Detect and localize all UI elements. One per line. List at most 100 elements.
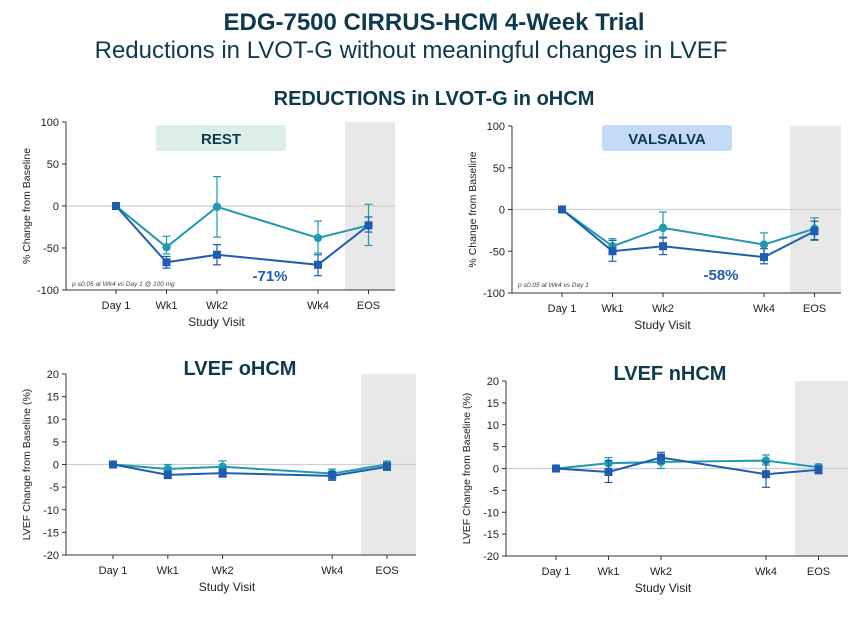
data-point-square xyxy=(762,470,770,479)
y-tick-label: 0 xyxy=(53,460,59,472)
data-point-circle xyxy=(313,233,323,243)
x-axis-label: Study Visit xyxy=(635,581,692,595)
reduction-annotation: -71% xyxy=(252,268,287,285)
data-point-square xyxy=(112,202,120,210)
y-tick-label: -10 xyxy=(483,507,499,519)
series-line-a xyxy=(555,456,819,476)
y-tick-label: -100 xyxy=(483,288,505,300)
series-line-b xyxy=(115,205,369,249)
y-tick-label: 15 xyxy=(47,392,59,404)
y-axis-label: LVEF Change from Baseline (%) xyxy=(461,393,473,545)
condition-badge-label: REST xyxy=(201,131,241,148)
x-tick-label: Wk1 xyxy=(157,565,179,577)
y-tick-label: 10 xyxy=(47,414,59,426)
x-tick-label: Wk2 xyxy=(212,565,234,577)
x-tick-label: Wk1 xyxy=(598,566,620,578)
x-tick-label: Wk4 xyxy=(307,300,329,312)
data-point-square xyxy=(383,462,391,471)
y-tick-label: 10 xyxy=(487,420,499,432)
x-tick-label: Wk1 xyxy=(156,300,178,312)
y-tick-label: -5 xyxy=(489,485,499,497)
data-point-square xyxy=(213,250,221,259)
data-point-square xyxy=(314,260,322,269)
chart-title: LVEF nHCM xyxy=(614,363,727,385)
y-tick-label: -100 xyxy=(37,285,59,297)
x-axis-label: Study Visit xyxy=(199,580,256,594)
x-tick-label: Day 1 xyxy=(542,566,571,578)
x-tick-label: Day 1 xyxy=(99,565,128,577)
y-tick-label: 5 xyxy=(493,442,499,454)
y-tick-label: 20 xyxy=(47,369,59,381)
data-point-square xyxy=(810,227,819,236)
x-tick-label: Day 1 xyxy=(548,303,577,315)
x-tick-label: Wk2 xyxy=(206,300,228,312)
data-point-square xyxy=(659,242,667,251)
data-point-circle xyxy=(162,242,171,252)
y-tick-label: -50 xyxy=(43,243,59,255)
data-point-square xyxy=(604,468,613,476)
data-point-square xyxy=(558,205,566,214)
chart-valsalva-lvotg: 100 50 0 -50 -100 Day 1 Wk1 Wk2 Wk4 EOS Study Visi… xyxy=(467,121,841,332)
chart-rest-lvotg: 100 50 0 -50 -100 Day 1 Wk1 Wk2 Wk4 EOS Study Visi… xyxy=(21,117,395,329)
y-tick-label: -20 xyxy=(43,550,59,562)
condition-badge xyxy=(602,125,732,151)
x-tick-label: EOS xyxy=(375,565,398,577)
series-line-a xyxy=(561,208,815,259)
data-point-square xyxy=(218,469,227,478)
x-axis-label: Study Visit xyxy=(634,318,691,332)
y-tick-label: 20 xyxy=(487,376,499,388)
y-tick-label: 100 xyxy=(487,121,505,133)
x-axis-label: Study Visit xyxy=(188,315,245,329)
y-tick-label: 15 xyxy=(487,398,499,410)
data-point-square xyxy=(552,464,560,473)
y-tick-label: -5 xyxy=(49,482,59,494)
data-point-square xyxy=(608,247,617,256)
x-tick-label: EOS xyxy=(357,300,380,312)
x-tick-label: Day 1 xyxy=(102,300,131,312)
chart-title: LVEF oHCM xyxy=(184,358,297,380)
x-tick-label: Wk2 xyxy=(652,303,674,315)
page-title: EDG-7500 CIRRUS-HCM 4-Week Trial xyxy=(223,9,645,36)
series-line-a xyxy=(112,463,388,477)
chart-footnote: p ≤0.05 at Wk4 vs Day 1 @ 100 mg xyxy=(71,281,175,288)
y-tick-label: 50 xyxy=(493,163,505,175)
y-tick-label: 100 xyxy=(41,117,59,129)
y-tick-label: -15 xyxy=(483,529,499,541)
y-tick-label: 5 xyxy=(53,437,59,449)
data-point-circle xyxy=(759,240,769,249)
x-tick-label: Wk4 xyxy=(755,566,777,578)
chart-lvef-nhcm: 20 15 10 5 0 -5 -10 -15 -20 Day 1 Wk1 Wk2 Wk4 EOS Stud… xyxy=(461,363,848,595)
data-point-square xyxy=(163,470,172,479)
data-point-square xyxy=(162,258,171,267)
data-point-circle xyxy=(212,202,222,212)
y-tick-label: -20 xyxy=(483,551,499,563)
data-point-square xyxy=(364,221,373,230)
y-tick-label: 0 xyxy=(53,201,59,213)
page-subtitle: Reductions in LVOT-G without meaningful … xyxy=(94,37,728,64)
data-point-square xyxy=(814,465,823,474)
x-tick-label: Wk2 xyxy=(650,566,672,578)
section-title: REDUCTIONS in LVOT-G in oHCM xyxy=(273,88,595,110)
x-tick-label: EOS xyxy=(803,303,826,315)
data-point-circle xyxy=(761,456,771,465)
y-tick-label: -10 xyxy=(43,505,59,517)
x-tick-label: EOS xyxy=(807,566,830,578)
chart-footnote: p ≤0.05 at Wk4 vs Day 1 xyxy=(517,282,589,289)
x-tick-label: Wk1 xyxy=(602,303,624,315)
condition-badge-label: VALSALVA xyxy=(628,131,706,148)
y-axis-label: % Change from Baseline xyxy=(21,148,33,264)
data-point-circle xyxy=(658,223,668,233)
y-tick-label: 0 xyxy=(499,205,505,217)
x-tick-label: Wk4 xyxy=(321,565,343,577)
y-tick-label: -15 xyxy=(43,527,59,539)
condition-badge xyxy=(156,125,286,151)
data-point-square xyxy=(760,253,768,262)
y-tick-label: 50 xyxy=(47,159,59,171)
x-tick-label: Wk4 xyxy=(753,303,775,315)
y-axis-label: % Change from Baseline xyxy=(467,151,479,267)
y-tick-label: 0 xyxy=(493,464,499,476)
data-point-square xyxy=(328,471,337,480)
chart-lvef-ohcm: 20 15 10 5 0 -5 -10 -15 -20 Day 1 Wk1 Wk2 Wk4 EOS Stud… xyxy=(21,358,416,594)
y-tick-label: -50 xyxy=(489,246,505,258)
y-axis-label: LVEF Change from Baseline (%) xyxy=(21,389,33,541)
